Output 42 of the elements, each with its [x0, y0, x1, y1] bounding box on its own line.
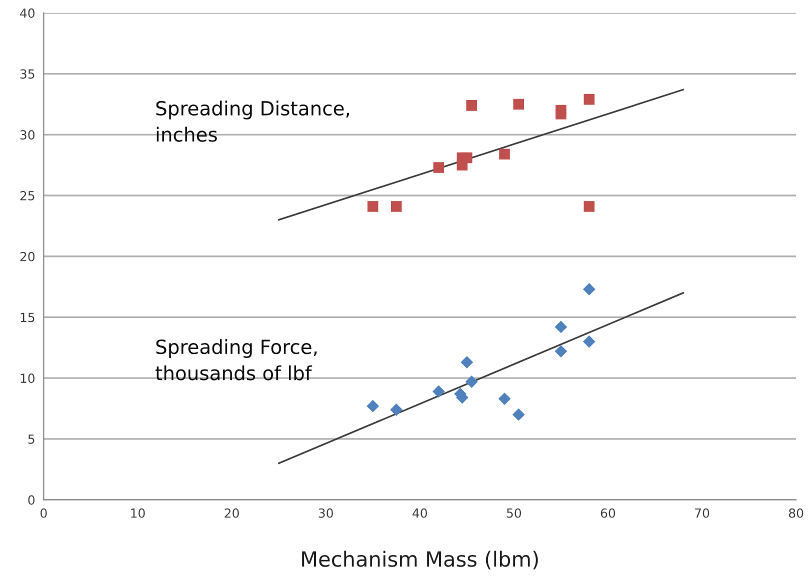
- x-tick-label: 20: [224, 508, 239, 518]
- point: [512, 408, 525, 421]
- x-tick-label: 10: [131, 508, 145, 518]
- y-tick-label: 30: [20, 130, 35, 140]
- point: [366, 400, 380, 412]
- point: [499, 148, 510, 160]
- point: [554, 345, 568, 358]
- point: [456, 160, 468, 170]
- y-tick-label: 25: [20, 190, 34, 200]
- point: [390, 404, 403, 416]
- point: [433, 162, 444, 173]
- y-tick-label: 0: [28, 495, 35, 505]
- point: [498, 392, 511, 405]
- point: [556, 108, 566, 120]
- y-tick-label: 20: [20, 252, 35, 262]
- point: [367, 201, 378, 212]
- point: [584, 94, 595, 105]
- annotation: Spreading Force, thousands of lbf: [156, 339, 317, 380]
- point: [390, 201, 402, 212]
- point: [582, 335, 596, 348]
- x-tick-label: 70: [695, 508, 710, 518]
- y-tick-label: 10: [20, 374, 35, 384]
- y-tick-label: 15: [20, 312, 34, 322]
- y-tick-label: 35: [20, 69, 34, 79]
- x-tick-label: 30: [318, 508, 333, 518]
- point: [584, 201, 595, 212]
- point: [466, 100, 477, 111]
- annotation: Spreading Distance, inches: [156, 100, 350, 142]
- y-tick-label: 40: [20, 8, 35, 18]
- point: [460, 356, 474, 368]
- x-tick-label: 40: [412, 508, 427, 518]
- point: [465, 376, 478, 388]
- point: [554, 320, 568, 334]
- x-tick-label: 60: [600, 508, 616, 518]
- point: [513, 98, 524, 110]
- y-tick-label: 5: [28, 434, 34, 444]
- x-tick-label: 80: [788, 508, 804, 518]
- x-tick-label: 50: [506, 508, 522, 518]
- point: [432, 385, 445, 398]
- x-axis-title: Mechanism Mass (lbm): [302, 550, 538, 570]
- x-tick-label: 0: [40, 508, 47, 518]
- point: [582, 283, 596, 296]
